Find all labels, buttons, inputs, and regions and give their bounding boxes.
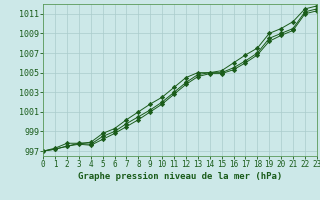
- X-axis label: Graphe pression niveau de la mer (hPa): Graphe pression niveau de la mer (hPa): [78, 172, 282, 181]
